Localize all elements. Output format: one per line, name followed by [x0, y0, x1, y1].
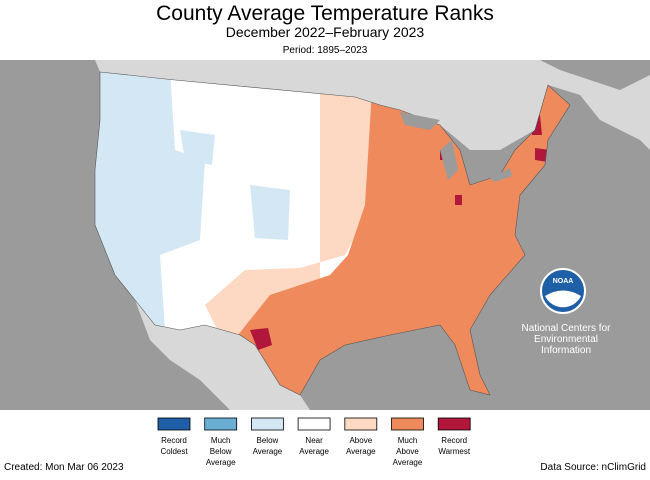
source: Data Source: nClimGrid	[540, 462, 646, 473]
legend-swatch	[157, 417, 191, 431]
legend-swatch	[437, 417, 471, 431]
period: Period: 1895–2023	[283, 45, 368, 56]
legend-swatch	[297, 417, 331, 431]
legend-label: Warmest	[438, 447, 470, 456]
legend-label: Record	[441, 436, 467, 445]
legend-swatch	[344, 417, 378, 431]
logo-caption: National Centers for	[522, 323, 612, 334]
legend-label: Much	[211, 436, 231, 445]
legend-label: Average	[206, 458, 236, 467]
legend-label: Above	[396, 447, 419, 456]
legend-label: Average	[346, 447, 376, 456]
map: NOAA National Centers for Environmental …	[0, 60, 650, 410]
below-average-region	[180, 130, 290, 240]
logo-wave	[545, 290, 581, 308]
title: County Average Temperature Ranks	[156, 2, 494, 25]
logo-caption: Information	[541, 345, 591, 356]
logo-caption: Environmental	[534, 334, 598, 345]
legend-swatch	[250, 417, 284, 431]
below-average-region	[95, 72, 205, 330]
legend-label: Record	[161, 436, 187, 445]
legend-label: Much	[398, 436, 418, 445]
great-lakes	[400, 112, 512, 182]
noaa-logo: NOAA National Centers for Environmental …	[522, 268, 612, 356]
above-average-region	[205, 90, 380, 335]
legend-label: Below	[257, 436, 279, 445]
legend-label: Average	[253, 447, 283, 456]
legend-label: Below	[210, 447, 232, 456]
canada	[0, 60, 650, 150]
legend-label: Average	[299, 447, 329, 456]
logo-text: NOAA	[553, 278, 574, 285]
created: Created: Mon Mar 06 2023	[4, 462, 124, 473]
mexico	[135, 300, 310, 410]
legend-swatch	[204, 417, 238, 431]
legend-label: Coldest	[160, 447, 188, 456]
legend-swatch	[391, 417, 424, 431]
subtitle: December 2022–February 2023	[226, 24, 425, 40]
legend-label: Above	[349, 436, 372, 445]
legend-label: Near	[305, 436, 323, 445]
legend: Record Coldest Much Below Average Below Averag…	[157, 417, 471, 467]
legend-label: Average	[393, 458, 423, 467]
